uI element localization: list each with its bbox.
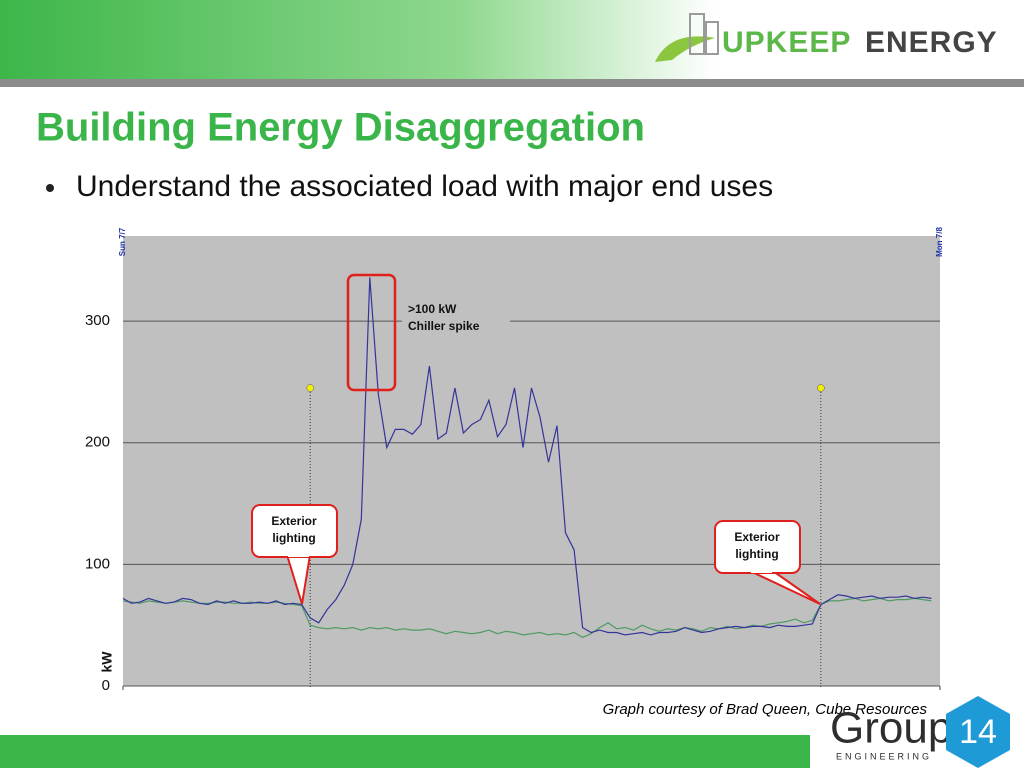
data-line xyxy=(122,277,932,636)
logo-leaf xyxy=(655,36,715,62)
x-tick-label: Mon 7/8 xyxy=(935,227,944,257)
brand-part-2: ENERGY xyxy=(865,26,998,59)
group-name: Group xyxy=(830,704,952,753)
marker-dot xyxy=(306,384,314,392)
brand-logo: UPKEEP ENERGY xyxy=(655,13,998,62)
y-axis-label: kW xyxy=(99,651,115,673)
brand-part-1: UPKEEP xyxy=(722,26,851,59)
callout-gap xyxy=(751,569,772,573)
footer-band xyxy=(0,735,810,768)
bullet-dot xyxy=(46,184,54,192)
y-tick-label: 200 xyxy=(85,434,110,451)
header-band xyxy=(0,0,1024,79)
annotation-text: Exterior xyxy=(271,514,317,528)
spike-box xyxy=(346,273,397,392)
group-logo: Group ENGINEERING 14 xyxy=(830,696,1010,768)
hexagon xyxy=(946,696,1010,768)
plot-area xyxy=(123,236,940,686)
annotation-text: lighting xyxy=(735,547,778,561)
label-bg xyxy=(402,300,510,336)
slide-title: Building Energy Disaggregation xyxy=(36,106,645,150)
annotation-text: >100 kW xyxy=(408,302,457,316)
logo-building xyxy=(689,13,705,55)
marker-dot xyxy=(817,384,825,392)
y-tick-label: 0 xyxy=(102,677,110,694)
y-tick-label: 300 xyxy=(85,312,110,329)
header-rule xyxy=(0,79,1024,87)
logo-building xyxy=(705,21,719,55)
x-tick-label: Sun 7/7 xyxy=(118,227,127,256)
annotation-text: Chiller spike xyxy=(408,319,480,333)
callout-pointer xyxy=(286,554,311,605)
callout-gap xyxy=(288,553,309,557)
chart: 0 100 200 300 kW Sun 7/7 Mon 7/8 >100 kW Chiller… xyxy=(85,227,944,694)
group-subtitle: ENGINEERING xyxy=(836,751,932,761)
data-line xyxy=(122,597,932,639)
annotation-text: lighting xyxy=(272,531,315,545)
bullet-text: Understand the associated load with majo… xyxy=(76,170,773,203)
y-tick-label: 100 xyxy=(85,555,110,572)
annotation-text: Exterior xyxy=(734,530,780,544)
caption: Graph courtesy of Brad Queen, Cube Resou… xyxy=(603,701,928,718)
group-number: 14 xyxy=(959,713,997,751)
callout-pointer xyxy=(749,570,821,605)
